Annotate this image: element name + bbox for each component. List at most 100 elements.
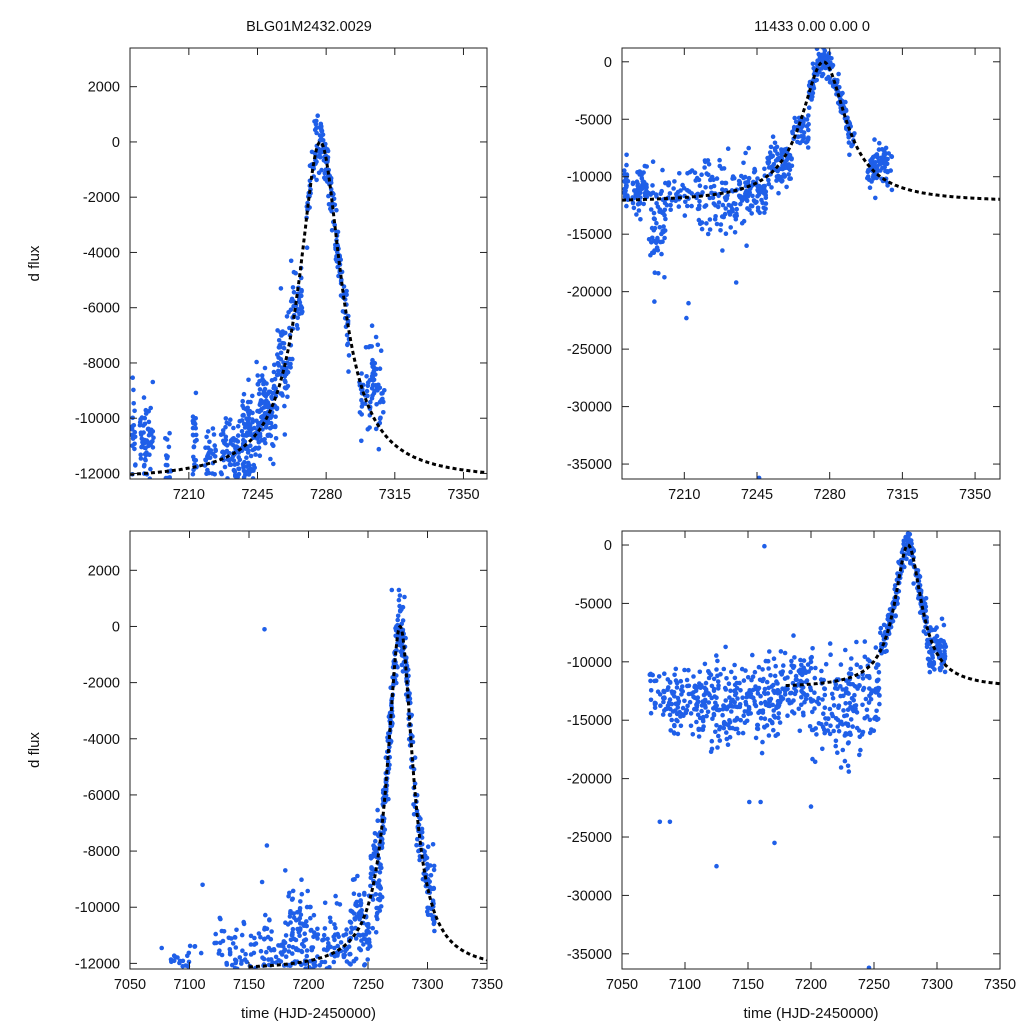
data-point [314,177,319,183]
data-point [827,80,833,85]
data-point [374,402,379,407]
data-point [908,558,914,564]
data-point [235,433,241,438]
data-point [725,705,730,710]
data-point [838,684,843,689]
panel-bottom-right: 7050 7100 7150 7200 7250 7300 7350 -35000 -30000… [567,530,1016,1022]
data-point [364,374,369,379]
data-point [702,697,708,703]
data-point [624,152,629,158]
y-tick-label: -10000 [567,170,612,186]
data-point [648,710,654,716]
data-point [691,690,696,695]
data-point [835,717,841,723]
data-point [733,726,738,732]
data-point [733,201,738,207]
data-point [288,937,294,943]
data-point [781,172,787,177]
data-point [749,695,755,700]
data-point [283,868,288,873]
data-point [304,245,310,250]
data-point [713,214,718,219]
data-point [240,413,245,418]
data-point [756,664,762,670]
data-point [723,687,729,692]
data-point [836,728,842,734]
data-point [668,207,673,212]
data-point [860,702,865,708]
data-point [838,693,843,699]
data-point [269,378,275,383]
x-tick-label: 7200 [795,977,827,993]
data-point [359,404,365,409]
data-point [873,195,878,201]
data-point [146,419,152,425]
data-point [827,731,833,737]
data-point [290,356,295,362]
data-point [649,240,654,245]
data-point [686,683,692,689]
data-point [697,183,703,188]
data-point [850,724,855,729]
data-point [703,680,709,686]
data-point [295,910,300,915]
data-point [685,188,690,193]
data-point-outlier [762,543,767,549]
data-point [150,429,156,434]
data-point [344,927,349,932]
data-point [207,455,213,461]
data-point [823,661,829,667]
data-point [700,190,705,195]
data-point [328,919,333,924]
data-point [289,296,295,302]
data-point-outlier [866,965,872,969]
data-point [315,926,320,932]
data-point [375,832,381,838]
data-point [878,630,883,636]
data-point [734,685,740,691]
data-point [276,338,282,343]
data-point [254,359,259,365]
data-point [732,700,737,705]
data-point [696,734,702,739]
data-point-outlier [657,819,663,825]
data-point [244,464,249,469]
data-point [299,941,305,947]
data-point [351,958,357,964]
data-point [812,706,817,711]
y-tick-label: -6000 [83,788,120,804]
data-point [193,390,199,396]
data-point [205,467,210,473]
data-point [755,208,761,213]
x-tick-label: 7100 [669,977,701,993]
data-point-outlier [259,879,265,885]
y-tick-label: 2000 [88,80,120,96]
data-point [671,186,676,191]
data-point [796,706,802,712]
data-point [813,665,818,671]
data-point [304,953,310,959]
data-point [307,163,313,168]
data-point [793,673,799,679]
data-point-outlier [756,475,762,479]
data-point [696,177,702,183]
data-point [233,958,239,964]
data-point [636,187,641,192]
data-point [924,644,930,650]
data-point [820,52,825,57]
data-point [694,719,699,725]
data-point [792,115,797,121]
data-point [738,201,743,207]
data-point [660,712,666,717]
data-point [676,700,681,705]
y-axis-title: d flux [26,732,43,768]
data-point [874,708,879,714]
data-point [781,663,786,668]
data-point [744,718,750,724]
data-point [941,639,946,645]
data-point [295,926,300,932]
data-point [809,654,814,660]
data-point [425,909,430,915]
data-point [675,189,681,195]
